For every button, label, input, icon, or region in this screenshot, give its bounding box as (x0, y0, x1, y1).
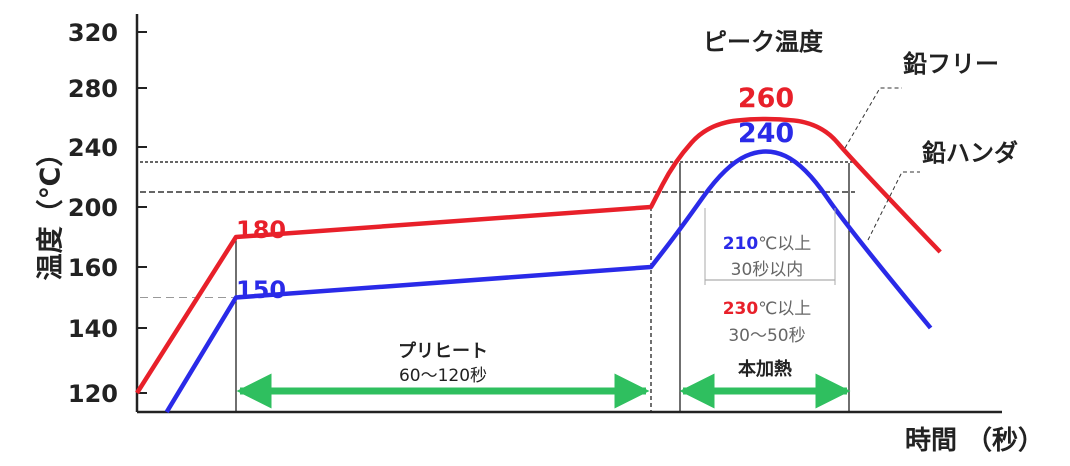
y-axis-label: 温度（℃） (35, 140, 67, 281)
condition-210-time: 30秒以内 (731, 260, 804, 280)
legend-leaders (844, 87, 920, 241)
y-ticks: 120 140 160 200 240 280 320 (68, 19, 147, 408)
phase-dividers (235, 163, 850, 412)
y-tick-label: 320 (68, 19, 118, 47)
condition-230-temp: 230℃以上 (723, 299, 812, 319)
y-tick-label: 200 (68, 194, 118, 222)
series-group (135, 116, 942, 414)
y-tick-label: 240 (68, 134, 118, 162)
preheat-duration: 60〜120秒 (399, 366, 487, 386)
peak-label-lead-free: 260 (738, 83, 794, 114)
y-tick-label: 280 (68, 75, 118, 103)
peak-title: ピーク温度 (703, 28, 824, 56)
condition-210-temp: 210℃以上 (723, 234, 812, 254)
soak-label-lead-solder: 150 (236, 276, 286, 304)
main-heat-label: 本加熱 (738, 358, 792, 380)
x-axis-label: 時間 （秒） (905, 426, 1044, 456)
y-tick-label: 160 (68, 254, 118, 282)
condition-230-value: 230 (723, 299, 759, 319)
legend-lead-solder: 鉛ハンダ (922, 139, 1018, 167)
series-line-lead-solder (164, 149, 933, 414)
peak-label-lead-solder: 240 (738, 118, 794, 149)
legend-lead-free: 鉛フリー (903, 50, 999, 78)
condition-210-value: 210 (723, 234, 759, 254)
condition-230-rest: ℃以上 (758, 299, 811, 319)
y-tick-label: 140 (68, 315, 118, 343)
preheat-label: プリヒート (398, 340, 488, 362)
soak-label-lead-free: 180 (236, 216, 286, 244)
y-tick-label: 120 (68, 380, 118, 408)
leader-lead-free (844, 87, 902, 149)
condition-210-rest: ℃以上 (758, 234, 811, 254)
series-line-lead-free (135, 116, 942, 395)
condition-230-time: 30〜50秒 (728, 326, 805, 346)
